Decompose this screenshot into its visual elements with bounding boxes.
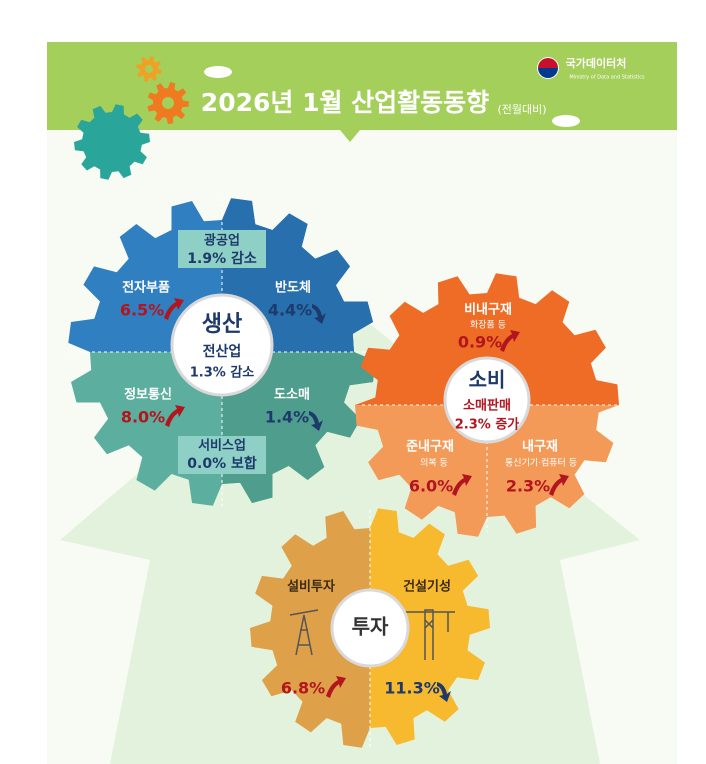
item-value: 8.0%: [121, 408, 165, 427]
center-label: 생산: [202, 312, 242, 337]
center-total-label: 소매판매: [463, 398, 511, 414]
logo-text: 국가데이터처: [566, 56, 627, 70]
item-value: 11.3%: [384, 679, 440, 698]
label-box: [178, 436, 266, 474]
item-name: 반도체: [275, 280, 311, 296]
gear-hole: [162, 97, 174, 109]
item-value: 4.4%: [268, 301, 312, 320]
item-note: 화장품 등: [470, 320, 506, 331]
item-name: 준내구재: [406, 439, 454, 455]
cloud: [552, 115, 580, 127]
arrow-up: [452, 474, 472, 496]
item-value: 6.5%: [120, 301, 164, 320]
logo-text-en: Ministry of Data and Statistics: [569, 75, 645, 81]
center-label: 소비: [469, 368, 506, 392]
item-value: 1.4%: [265, 408, 309, 427]
arrow-up: [165, 405, 185, 427]
gear-hole: [145, 65, 153, 73]
item-name: 건설기성: [403, 579, 451, 595]
cloud: [204, 66, 232, 78]
item-name: 도소매: [274, 388, 310, 403]
arrow-up: [500, 330, 520, 352]
gear-segment: [250, 511, 370, 748]
item-name: 광공업: [204, 234, 240, 249]
header-pointer: [340, 130, 360, 142]
item-name: 정보통신: [124, 387, 172, 403]
item-value: 0.9%: [458, 333, 502, 352]
item-note: 의복 등: [420, 458, 448, 469]
icon-crane: [405, 609, 455, 660]
header-gear: [74, 104, 150, 180]
center-circle: [330, 588, 410, 668]
arrow-down: [309, 411, 323, 431]
gear-segment: [355, 405, 619, 537]
arrow-down: [437, 682, 451, 702]
item-note: 통신기기·컴퓨터 등: [505, 457, 577, 469]
item-name: 전자부품: [122, 280, 170, 296]
arrow-up: [549, 474, 569, 496]
arrow-down: [312, 304, 326, 324]
center-total: 1.3% 감소: [190, 366, 255, 381]
item-value: 6.8%: [281, 679, 325, 698]
gear-segment: [370, 508, 490, 745]
item-name: 내구재: [522, 439, 558, 455]
item-value: 1.9% 감소: [187, 250, 257, 267]
logo-mark: [538, 68, 558, 78]
arrow-up: [164, 298, 184, 320]
item-name: 비내구재: [464, 302, 512, 318]
title-note: (전월대비): [497, 103, 546, 116]
label-box: [178, 230, 266, 268]
logo-mark: [538, 58, 558, 68]
arrow-up: [326, 676, 346, 698]
center-total-label: 전산업: [203, 343, 242, 360]
item-value: 2.3%: [506, 477, 550, 496]
item-value: 6.0%: [409, 477, 453, 496]
center-circle: [170, 293, 274, 397]
title: 2026년 1월 산업활동동향: [201, 88, 489, 117]
center-total: 2.3% 증가: [455, 418, 520, 433]
item-name: 설비투자: [287, 580, 335, 595]
item-name: 서비스업: [198, 439, 246, 454]
item-value: 0.0% 보합: [187, 455, 257, 472]
center-circle: [443, 356, 531, 444]
icon-oil-pump: [289, 609, 319, 656]
gear-segment: [355, 273, 619, 405]
center-label: 투자: [352, 615, 389, 639]
